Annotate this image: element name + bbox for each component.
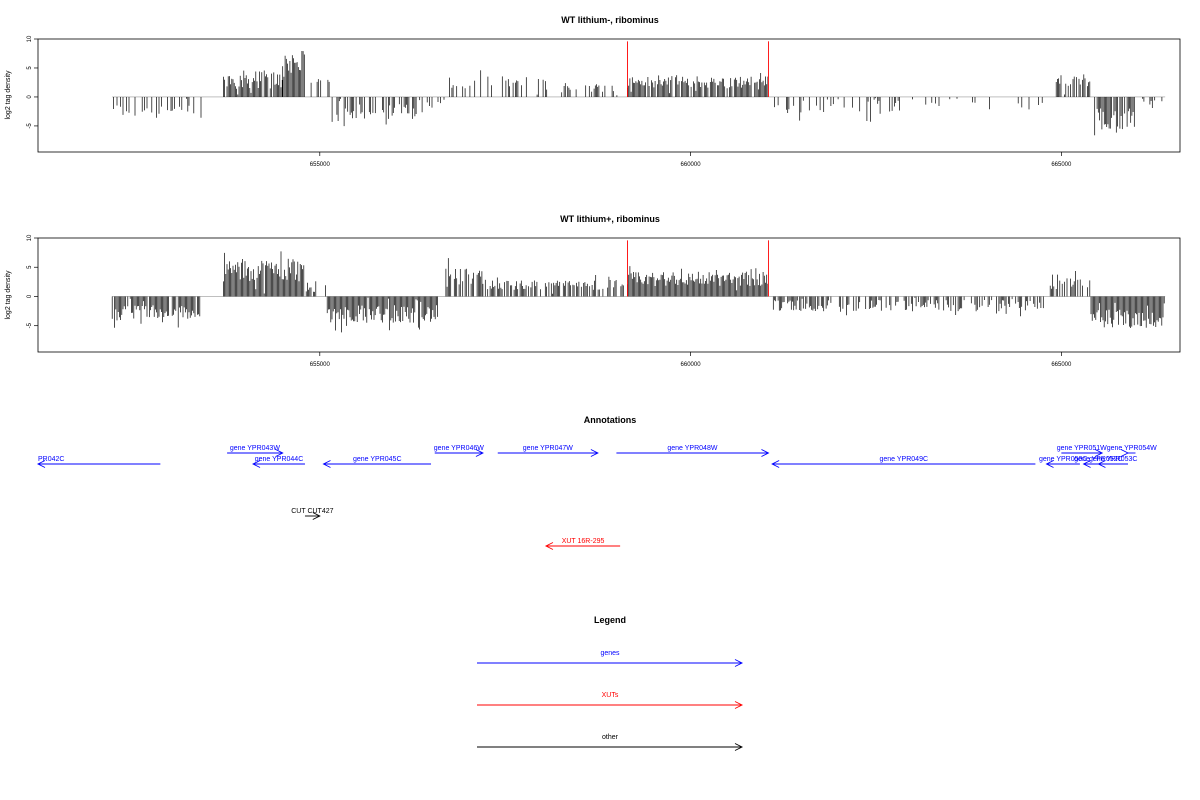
density-bars [113,51,1163,136]
x-tick-label: 660000 [681,162,702,168]
feature-other: CUT CUT427 [291,508,334,520]
feature-label: XUT 16R-295 [562,538,605,545]
y-axis-label: log2 tag density [5,70,12,120]
y-axis-label: log2 tag density [5,270,12,320]
feature-gene: gene YPR048W [616,445,770,457]
feature-gene: gene YPR043W [227,445,284,457]
feature-label: gene YPR052C [1074,456,1123,463]
arrow-right-icon [475,449,484,457]
legend-title: Legend [594,615,626,625]
y-tick-label: -5 [27,123,33,129]
track-panel-lithium-plus: WT lithium+, ribominus log2 tag density … [5,214,1181,368]
arrow-right-icon [734,659,744,667]
y-tick-label: 5 [27,265,33,269]
feature-label: CUT CUT427 [291,508,333,515]
arrow-right-icon [312,512,321,520]
legend-item: XUTs [477,692,744,709]
x-tick-label: 665000 [1051,362,1072,368]
arrow-left-icon [771,460,780,468]
legend: Legend genes XUTs other [477,615,744,751]
legend-item: genes [477,650,744,667]
feature-gene: gene YPR044C [252,456,305,468]
feature-label: gene YPR048W [667,445,717,452]
feature-gene: gene YPR054W [1107,445,1157,457]
arrow-left-icon [1082,460,1091,468]
y-tick-label: -5 [27,322,33,328]
feature-label: gene YPR046W [434,445,484,452]
plot-frame [37,38,1181,153]
arrow-right-icon [1094,449,1104,457]
arrow-right-icon [275,449,284,457]
arrow-left-icon [1045,460,1054,468]
legend-item: other [477,734,744,751]
arrow-right-icon [1120,449,1130,457]
arrow-right-icon [734,743,744,751]
x-tick-label: 665000 [1051,162,1072,168]
y-tick-label: 10 [27,234,33,241]
annotations-track: Annotations PR042C gene YPR043W gene YPR04… [36,415,1157,550]
panel-title: WT lithium-, ribominus [561,15,659,25]
feature-gene: gene YPR050C [1039,456,1088,468]
feature-gene: gene YPR051W [1057,445,1107,457]
feature-label: gene YPR044C [255,456,304,463]
feature-label: gene YPR053C [1089,456,1138,463]
feature-label: gene YPR047W [523,445,573,452]
arrow-right-icon [761,449,770,457]
x-tick-label: 655000 [310,362,331,368]
panel-title: WT lithium+, ribominus [560,214,660,224]
feature-gene: gene YPR047W [497,445,599,457]
arrow-left-icon [252,460,261,468]
y-tick-label: 10 [27,35,33,42]
legend-label: other [602,734,619,741]
x-tick-label: 660000 [681,362,702,368]
feature-label: PR042C [38,456,64,463]
y-tick-label: 5 [27,66,33,70]
legend-label: XUTs [602,692,619,699]
annotations-title: Annotations [584,415,637,425]
feature-gene: gene YPR053C [1089,456,1138,468]
arrow-right-icon [734,701,744,709]
feature-label: gene YPR054W [1107,445,1157,452]
y-tick-label: 0 [27,95,33,99]
plot-frame [37,237,1181,353]
arrow-right-icon [590,449,599,457]
feature-label: gene YPR043W [230,445,280,452]
feature-xut: XUT 16R-295 [544,538,621,550]
arrow-left-icon [544,542,554,550]
feature-gene: PR042C [36,456,161,468]
arrow-left-icon [322,460,331,468]
arrow-left-icon [1097,460,1106,468]
feature-label: gene YPR049C [880,456,929,463]
arrow-left-icon [36,460,46,468]
feature-gene: gene YPR046W [434,445,484,457]
feature-gene: gene YPR045C [322,456,432,468]
feature-gene: gene YPR049C [771,456,1036,468]
feature-label: gene YPR050C [1039,456,1088,463]
legend-label: genes [600,650,620,657]
y-tick-label: 0 [27,294,33,298]
x-tick-label: 655000 [310,162,331,168]
density-bars [111,251,1165,333]
track-panel-lithium-minus: WT lithium-, ribominus log2 tag density … [5,15,1181,168]
feature-label: gene YPR051W [1057,445,1107,452]
feature-label: gene YPR045C [353,456,402,463]
